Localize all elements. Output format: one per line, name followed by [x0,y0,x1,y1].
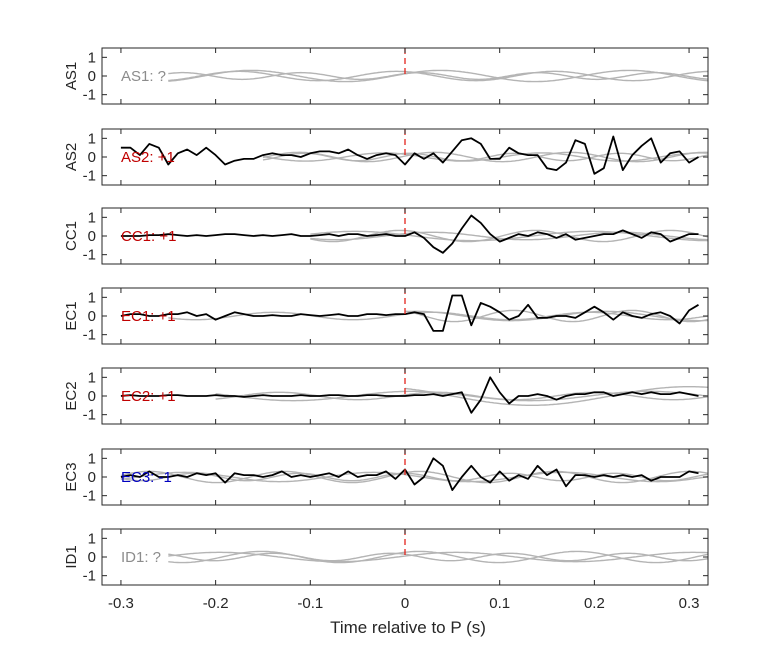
background-trace [168,70,709,82]
y-axis-label: CC1 [63,221,80,251]
y-tick-label: 0 [88,469,96,486]
y-tick-label: -1 [83,488,96,505]
series-line-ec3 [120,457,699,492]
x-tick-label: -0.3 [108,595,134,612]
y-tick-label: 0 [88,228,96,245]
polarity-annotation: CC1: +1 [121,228,176,245]
x-tick-label: -0.1 [297,595,323,612]
y-tick-label: 1 [88,530,96,547]
polarity-annotation: EC3: -1 [121,469,172,486]
x-tick-label: -0.2 [203,595,229,612]
background-trace [404,386,709,406]
x-tick-label: 0 [401,595,409,612]
y-tick-label: -1 [83,407,96,424]
x-axis: -0.3 -0.2 -0.1 0 0.1 0.2 0.3 [108,595,699,612]
polarity-annotation: AS1: ? [121,68,166,85]
series-line-as2 [120,135,699,175]
background-trace [168,71,709,81]
polarity-annotation: ID1: ? [121,549,161,566]
y-tick-label: 0 [88,308,96,325]
y-axis-label: ID1 [63,545,80,568]
polarity-annotation: AS2: +1 [121,149,175,166]
series-line-cc1 [120,214,699,254]
y-tick-label: -1 [83,327,96,344]
background-trace [215,390,709,402]
polarity-annotation: EC1: +1 [121,308,176,325]
series-line-ec2 [120,376,699,414]
y-tick-label: -1 [83,168,96,185]
y-tick-label: 1 [88,450,96,467]
y-tick-label: 1 [88,289,96,306]
y-tick-label: 1 [88,209,96,226]
background-trace [404,309,709,323]
y-tick-label: -1 [83,87,96,104]
x-tick-label: 0.3 [679,595,700,612]
background-trace [168,69,709,83]
y-tick-label: -1 [83,568,96,585]
y-axis-label: EC2 [63,381,80,410]
y-tick-label: 0 [88,68,96,85]
x-tick-label: 0.1 [489,595,510,612]
series-line-ec1 [120,294,699,332]
y-tick-label: -1 [83,247,96,264]
y-tick-label: 0 [88,388,96,405]
y-axis-label: EC3 [63,462,80,491]
y-tick-label: 1 [88,369,96,386]
x-axis-label: Time relative to P (s) [330,618,486,637]
x-tick-label: 0.2 [584,595,605,612]
y-axis-label: EC1 [63,301,80,330]
y-axis-label: AS2 [63,143,80,171]
y-tick-label: 0 [88,549,96,566]
panel-frame [101,128,709,186]
y-axis-label: AS1 [63,62,80,90]
panel-frame [101,47,709,105]
y-tick-label: 1 [88,130,96,147]
y-tick-label: 1 [88,49,96,66]
polarity-annotation: EC2: +1 [121,388,176,405]
y-tick-label: 0 [88,149,96,166]
background-trace [168,551,709,563]
background-trace [262,152,709,162]
background-trace [120,470,709,484]
